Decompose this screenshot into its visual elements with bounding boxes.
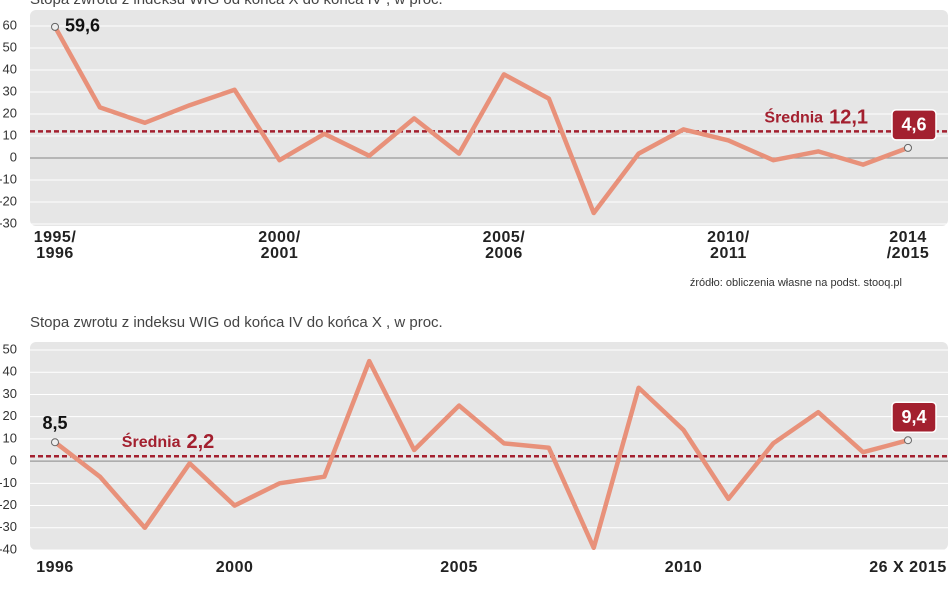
y-tick-label: -30 (0, 215, 17, 230)
y-tick-label: 40 (3, 61, 17, 76)
y-tick-label: 0 (10, 149, 17, 164)
value-label: 8,5 (42, 413, 67, 433)
data-point (51, 22, 59, 31)
source-note: źródło: obliczenia własne na podst. stoo… (690, 277, 902, 289)
plot-background (30, 10, 948, 226)
chart-title: Stopa zwrotu z indeksu WIG od końca IV d… (30, 314, 443, 331)
y-tick-label: 50 (3, 39, 17, 54)
y-tick-label: 10 (3, 430, 17, 445)
x-tick-label: 2005/2006 (483, 229, 526, 262)
mean-name: Średnia (122, 432, 181, 451)
mean-label: Średnia 12,1 (764, 107, 868, 129)
value-label-box (891, 401, 937, 433)
mean-value: 12,1 (829, 107, 868, 129)
y-tick-label: 20 (3, 105, 17, 120)
data-line (53, 358, 909, 551)
y-tick-label: 20 (3, 408, 17, 423)
y-tick-label: 10 (3, 127, 17, 142)
y-tick-label: -20 (0, 193, 17, 208)
y-tick-label: -10 (0, 171, 17, 186)
data-point (904, 143, 912, 152)
chart-title: Stopa zwrotu z indeksu WIG od końca X do… (30, 0, 443, 8)
x-tick-label: 2000 (216, 559, 254, 576)
x-tick-label: 2010 (665, 559, 703, 576)
y-tick-label: 50 (3, 341, 17, 356)
value-label: 4,6 (901, 115, 926, 135)
y-tick-label: 0 (10, 453, 17, 468)
y-tick-label: -20 (0, 497, 17, 512)
data-point (51, 438, 59, 447)
x-tick-label: 1996 (36, 559, 74, 576)
value-label: 9,4 (901, 407, 926, 427)
x-tick-label: 2005 (440, 559, 478, 576)
x-tick-label: 2014/2015 (887, 229, 930, 262)
mean-name: Średnia (764, 108, 823, 127)
y-tick-label: -40 (0, 541, 17, 556)
x-tick-label: 2010/2011 (707, 229, 750, 262)
y-tick-label: 40 (3, 364, 17, 379)
value-label: 59,6 (65, 16, 100, 36)
y-tick-label: -10 (0, 475, 17, 490)
y-tick-label: 30 (3, 386, 17, 401)
y-tick-label: 60 (3, 17, 17, 32)
y-tick-label: 30 (3, 83, 17, 98)
data-point (904, 436, 912, 445)
mean-label: Średnia 2,2 (122, 432, 215, 454)
mean-value: 2,2 (186, 432, 214, 454)
x-tick-label: 1995/1996 (34, 229, 77, 262)
x-tick-label: 26 X 2015 (869, 559, 946, 576)
y-tick-label: -30 (0, 519, 17, 534)
value-label-box (891, 109, 937, 141)
data-line (53, 25, 909, 216)
x-tick-label: 2000/2001 (258, 229, 301, 262)
